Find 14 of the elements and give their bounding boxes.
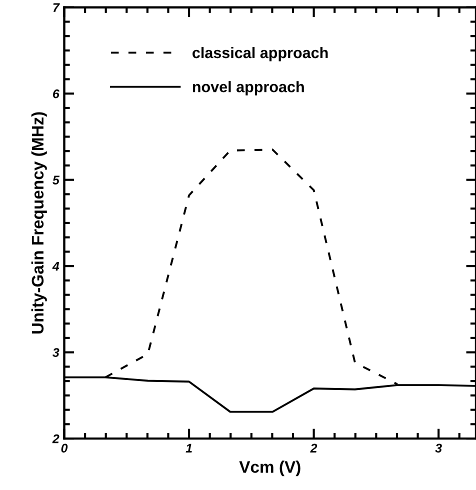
y-tick-label: 7 — [53, 3, 60, 12]
x-axis-title: Vcm (V) — [239, 460, 300, 476]
x-tick-label: 1 — [186, 444, 192, 452]
x-tick-label: 0 — [61, 444, 68, 453]
y-tick-label: 5 — [52, 176, 60, 184]
legend-label: classical approach — [192, 46, 328, 62]
y-axis-title: Unity-Gain Frequency (MHz) — [31, 112, 47, 334]
x-tick-label: 3 — [435, 444, 442, 453]
legend-label: novel approach — [192, 81, 304, 96]
y-tick-label: 6 — [53, 89, 60, 98]
y-tick-label: 4 — [52, 262, 60, 271]
x-tick-label: 2 — [310, 444, 318, 452]
y-tick-label: 2 — [52, 434, 60, 444]
y-tick-label: 3 — [52, 348, 60, 357]
